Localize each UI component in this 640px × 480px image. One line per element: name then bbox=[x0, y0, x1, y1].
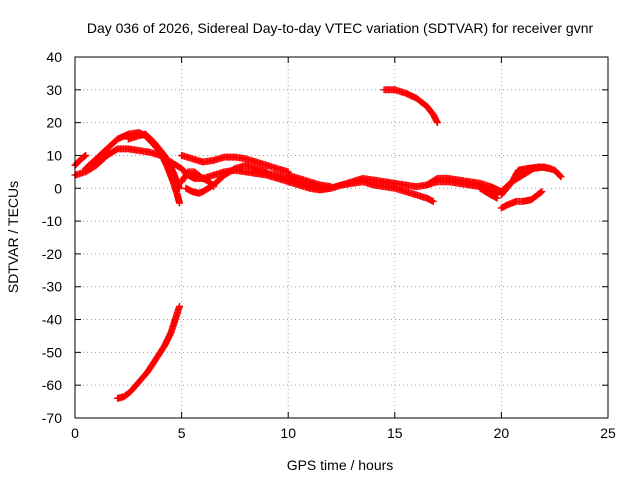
data-markers bbox=[497, 163, 554, 199]
data-markers bbox=[114, 302, 183, 402]
data-series bbox=[71, 86, 565, 402]
x-tick-label: 15 bbox=[387, 425, 403, 441]
data-markers bbox=[380, 86, 441, 127]
series-arc-15 bbox=[476, 184, 501, 202]
series-arc-14 bbox=[497, 188, 546, 212]
data-markers bbox=[497, 188, 546, 212]
y-tick-label: -10 bbox=[42, 213, 62, 229]
y-tick-label: -50 bbox=[42, 344, 62, 360]
y-tick-label: -20 bbox=[42, 246, 62, 262]
x-axis-title: GPS time / hours bbox=[287, 457, 394, 473]
chart-title: Day 036 of 2026, Sidereal Day-to-day VTE… bbox=[87, 20, 594, 36]
series-arc-10 bbox=[380, 86, 441, 127]
data-markers bbox=[476, 184, 501, 202]
axis-ticks: 0 5 10 15 20 25 -70 -60 -50 -40 -30 -20 -10 0 10 20 30 40 bbox=[42, 49, 616, 441]
data-markers bbox=[178, 152, 292, 176]
series-arc-4 bbox=[124, 130, 183, 192]
y-tick-label: 40 bbox=[46, 49, 62, 65]
y-tick-label: 0 bbox=[54, 180, 62, 196]
x-tick-label: 10 bbox=[280, 425, 296, 441]
data-markers bbox=[124, 130, 183, 192]
y-axis-title: SDTVAR / TECUs bbox=[5, 181, 21, 293]
data-markers bbox=[284, 171, 335, 191]
y-tick-label: -70 bbox=[42, 410, 62, 426]
series-arc-13 bbox=[497, 163, 554, 199]
series-arc-5 bbox=[178, 152, 292, 176]
series-arc-11 bbox=[114, 302, 183, 402]
y-tick-label: 20 bbox=[46, 115, 62, 131]
y-tick-label: -30 bbox=[42, 279, 62, 295]
x-tick-label: 25 bbox=[600, 425, 616, 441]
x-tick-label: 5 bbox=[178, 425, 186, 441]
y-tick-label: 10 bbox=[46, 147, 62, 163]
plot-frame bbox=[74, 56, 609, 419]
y-tick-label: -40 bbox=[42, 312, 62, 328]
series-arc-9 bbox=[284, 171, 335, 191]
y-tick-label: -60 bbox=[42, 377, 62, 393]
x-tick-label: 0 bbox=[71, 425, 79, 441]
y-tick-label: 30 bbox=[46, 82, 62, 98]
x-tick-label: 20 bbox=[494, 425, 510, 441]
